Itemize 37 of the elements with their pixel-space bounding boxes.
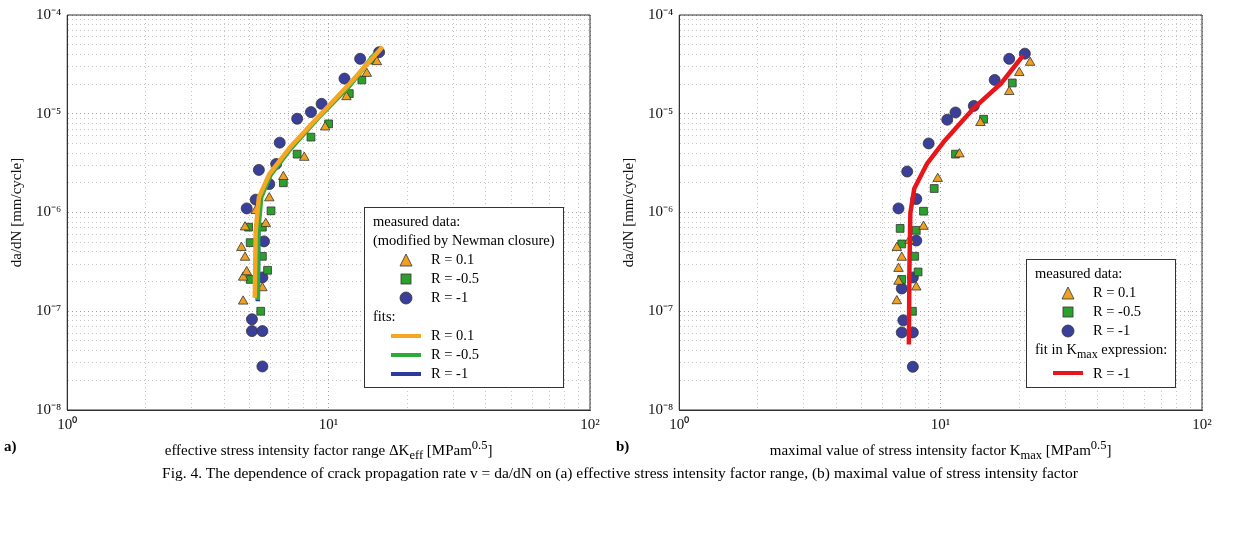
legend-label: R = -1 bbox=[431, 288, 469, 307]
y-tick-label: 10⁻⁷ bbox=[36, 302, 62, 319]
x-tick-label: 10² bbox=[580, 415, 601, 432]
legend-label: R = -1 bbox=[1093, 363, 1131, 383]
legend-title: measured data: bbox=[1035, 264, 1124, 283]
x-tick-label: 10¹ bbox=[930, 415, 951, 432]
x-tick-label: 10⁰ bbox=[57, 415, 78, 432]
x-axis-title: maximal value of stress intensity factor K$_{max}$ [MPam$^{0.5}$] bbox=[769, 438, 1112, 463]
legend-label: R = -0.5 bbox=[431, 269, 480, 288]
x-tick-label: 10² bbox=[1192, 415, 1213, 432]
legend-label: R = -1 bbox=[431, 364, 469, 383]
y-tick-label: 10⁻⁶ bbox=[36, 203, 62, 220]
y-tick-label: 10⁻⁵ bbox=[648, 104, 674, 121]
text: a) bbox=[4, 438, 17, 455]
y-tick-label: 10⁻⁷ bbox=[648, 302, 674, 319]
y-tick-label: 10⁻⁸ bbox=[36, 400, 62, 417]
x-axis-title: effective stress intensity factor range ΔK$_{eff}$ [MPam$^{0.5}$] bbox=[164, 438, 493, 463]
y-axis-title: da/dN [mm/cycle] bbox=[7, 157, 24, 268]
y-tick-label: 10⁻⁸ bbox=[648, 400, 674, 417]
y-tick-label: 10⁻⁴ bbox=[36, 5, 62, 22]
y-axis-title: da/dN [mm/cycle] bbox=[619, 157, 636, 268]
legend-label: R = 0.1 bbox=[431, 326, 475, 345]
legend-title: measured data: (modified by Newman closure) bbox=[373, 212, 555, 250]
legend-label: R = 0.1 bbox=[431, 250, 475, 269]
x-tick-label: 10¹ bbox=[318, 415, 339, 432]
caption: Fig. 4. The dependence of crack propagation rate v = da/dN on (a) effective stress intensity factor range, (b) maximal value of stress intensity factor bbox=[161, 463, 1079, 483]
text: b) bbox=[616, 438, 630, 455]
legend-label: R = -1 bbox=[1093, 321, 1131, 340]
x-tick-label: 10⁰ bbox=[669, 415, 690, 432]
legend-label: R = 0.1 bbox=[1093, 283, 1137, 302]
legend-label: R = -0.5 bbox=[1093, 302, 1142, 321]
y-tick-label: 10⁻⁴ bbox=[648, 5, 674, 22]
y-tick-label: 10⁻⁵ bbox=[36, 104, 62, 121]
legend-label: R = -0.5 bbox=[431, 345, 480, 364]
y-tick-label: 10⁻⁶ bbox=[648, 203, 674, 220]
annotation: fits: bbox=[373, 307, 397, 326]
annotation: fit in K$_{max}$ expression: bbox=[1035, 340, 1168, 363]
